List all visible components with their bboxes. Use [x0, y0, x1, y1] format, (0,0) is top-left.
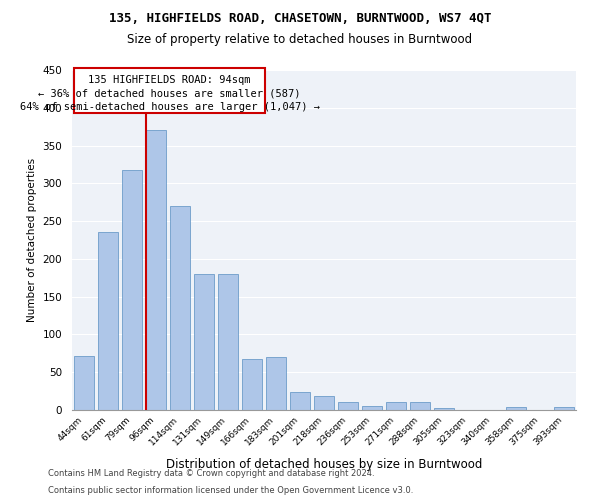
Bar: [170, 206, 190, 410]
Text: 135, HIGHFIELDS ROAD, CHASETOWN, BURNTWOOD, WS7 4QT: 135, HIGHFIELDS ROAD, CHASETOWN, BURNTWO…: [109, 12, 491, 26]
Bar: [74, 356, 94, 410]
Bar: [410, 402, 430, 410]
Bar: [362, 406, 382, 410]
Bar: [506, 407, 526, 410]
Bar: [434, 408, 454, 410]
Bar: [218, 274, 238, 410]
Bar: [290, 392, 310, 410]
X-axis label: Distribution of detached houses by size in Burntwood: Distribution of detached houses by size …: [166, 458, 482, 471]
Bar: [242, 360, 262, 410]
FancyBboxPatch shape: [74, 68, 265, 113]
Bar: [146, 130, 166, 410]
Bar: [338, 402, 358, 410]
Text: 64% of semi-detached houses are larger (1,047) →: 64% of semi-detached houses are larger (…: [20, 102, 320, 113]
Text: Size of property relative to detached houses in Burntwood: Size of property relative to detached ho…: [127, 32, 473, 46]
Bar: [98, 232, 118, 410]
Text: Contains HM Land Registry data © Crown copyright and database right 2024.: Contains HM Land Registry data © Crown c…: [48, 468, 374, 477]
Text: ← 36% of detached houses are smaller (587): ← 36% of detached houses are smaller (58…: [38, 89, 301, 99]
Y-axis label: Number of detached properties: Number of detached properties: [27, 158, 37, 322]
Bar: [266, 357, 286, 410]
Bar: [386, 402, 406, 410]
Text: Contains public sector information licensed under the Open Government Licence v3: Contains public sector information licen…: [48, 486, 413, 495]
Text: 135 HIGHFIELDS ROAD: 94sqm: 135 HIGHFIELDS ROAD: 94sqm: [88, 76, 251, 86]
Bar: [122, 170, 142, 410]
Bar: [194, 274, 214, 410]
Bar: [554, 407, 574, 410]
Bar: [314, 396, 334, 410]
